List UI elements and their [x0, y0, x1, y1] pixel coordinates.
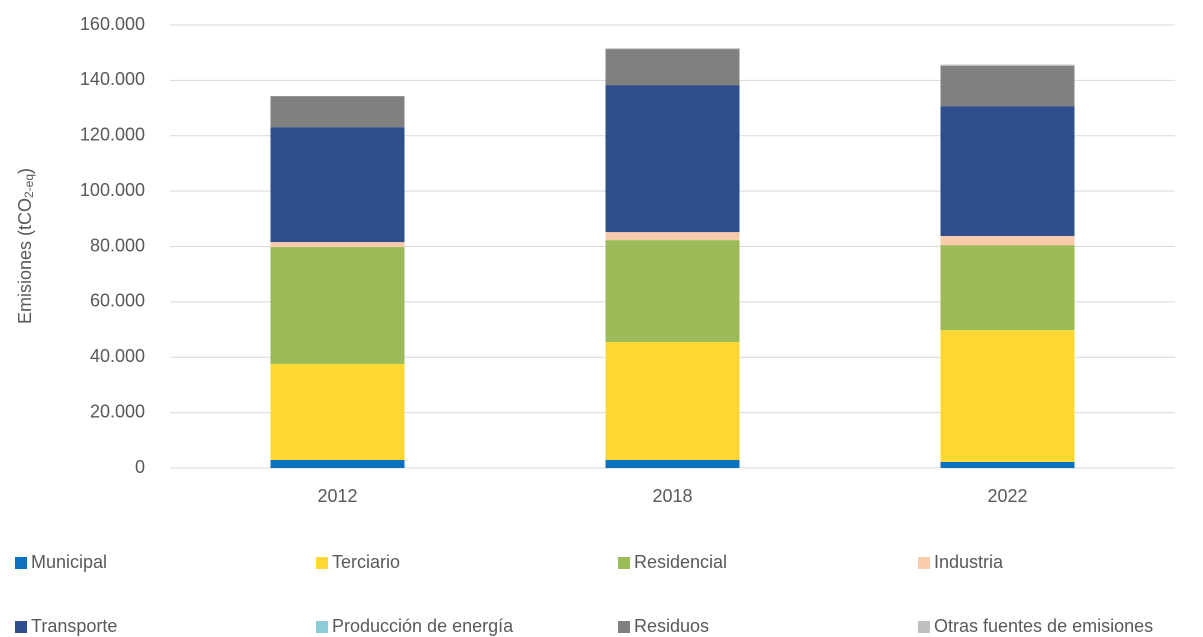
- legend-label: Industria: [934, 552, 1004, 572]
- legend-label: Transporte: [31, 616, 117, 636]
- legend-swatch: [15, 557, 27, 569]
- y-tick-label: 160.000: [80, 14, 145, 34]
- bar-segment: [605, 459, 740, 468]
- bar-segment: [605, 48, 740, 50]
- y-tick-label: 100.000: [80, 180, 145, 200]
- bar-segment: [605, 240, 740, 343]
- legend-swatch: [316, 621, 328, 633]
- y-tick-label: 80.000: [90, 235, 145, 255]
- legend-label: Terciario: [332, 552, 400, 572]
- bar-segment: [605, 85, 740, 233]
- legend-swatch: [918, 621, 930, 633]
- x-tick-label: 2012: [317, 486, 357, 506]
- bar-segment: [940, 330, 1075, 462]
- bar-segment: [940, 65, 1075, 107]
- y-tick-label: 120.000: [80, 125, 145, 145]
- bar-segment: [270, 363, 405, 460]
- y-tick-label: 60.000: [90, 291, 145, 311]
- legend-label: Producción de energía: [332, 616, 514, 636]
- bar-segment: [270, 247, 405, 364]
- y-tick-label: 140.000: [80, 69, 145, 89]
- legend-label: Residuos: [634, 616, 709, 636]
- bar-segment: [270, 242, 405, 248]
- x-tick-label: 2018: [652, 486, 692, 506]
- legend-label: Municipal: [31, 552, 107, 572]
- bar-segment: [270, 96, 405, 128]
- bar-segment: [605, 232, 740, 241]
- bar-segment: [940, 245, 1075, 331]
- x-tick-label: 2022: [987, 486, 1027, 506]
- bar-segment: [270, 127, 405, 243]
- bar-segment: [940, 106, 1075, 236]
- y-tick-label: 20.000: [90, 401, 145, 421]
- bar-segment: [940, 461, 1075, 468]
- bar-segment: [605, 342, 740, 460]
- bar-segment: [605, 49, 740, 86]
- legend-swatch: [618, 557, 630, 569]
- y-axis-label: Emisiones (tCO2-eq): [15, 168, 36, 324]
- legend-label: Residencial: [634, 552, 727, 572]
- bar-segment: [940, 235, 1075, 246]
- legend-swatch: [15, 621, 27, 633]
- y-tick-label: 0: [135, 457, 145, 477]
- legend-label: Otras fuentes de emisiones: [934, 616, 1153, 636]
- legend-swatch: [316, 557, 328, 569]
- y-tick-label: 40.000: [90, 346, 145, 366]
- legend-swatch: [618, 621, 630, 633]
- bar-segment: [270, 459, 405, 468]
- legend-swatch: [918, 557, 930, 569]
- bar-segment: [940, 64, 1075, 66]
